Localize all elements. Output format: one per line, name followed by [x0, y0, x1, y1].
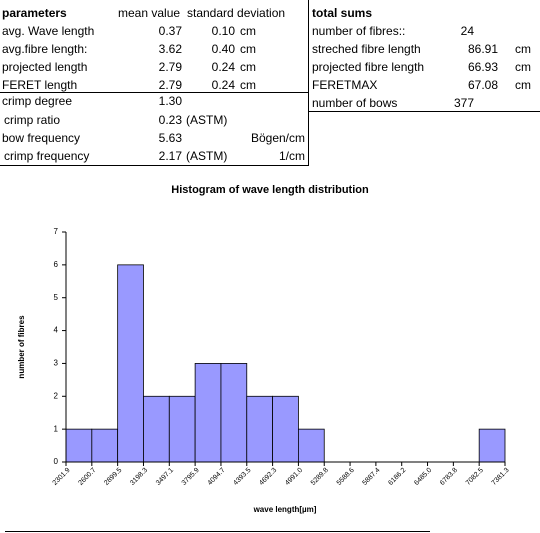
table-cell: 2.79	[158, 60, 182, 74]
chart: Histogram of wave length distribution num…	[17, 184, 511, 514]
table-cell: total sums	[312, 6, 373, 20]
table-cell: parameters	[2, 6, 67, 20]
table-cell: 2.17	[158, 149, 182, 163]
divider	[0, 165, 308, 166]
bar	[65, 428, 93, 463]
divider	[308, 111, 540, 112]
x-tick-label: 4393.5	[232, 467, 252, 487]
table-cell: 0.23	[158, 113, 182, 127]
x-tick-label: 3198.3	[129, 467, 149, 487]
divider	[5, 531, 430, 532]
table-cell: cm	[240, 60, 256, 74]
bar	[143, 395, 170, 463]
y-tick-label: 7	[54, 227, 59, 236]
table-cell: 5.63	[158, 131, 182, 145]
divider	[308, 0, 309, 166]
table-cell: projected length	[2, 60, 88, 74]
bar	[117, 264, 144, 463]
table-cell: crimp frequency	[4, 149, 90, 163]
y-tick-label: 1	[54, 424, 59, 433]
table-cell: mean value	[118, 6, 181, 20]
x-tick-label: 4991.0	[284, 467, 304, 487]
table-cell: 3.62	[158, 42, 182, 56]
bar	[298, 428, 325, 463]
table-cell: projected fibre length	[312, 60, 425, 74]
bar	[194, 363, 222, 463]
x-tick-label: 3795.9	[181, 467, 201, 487]
bar	[91, 428, 119, 463]
bar	[220, 363, 248, 463]
table-cell: 24	[460, 24, 474, 38]
bar	[478, 428, 506, 463]
table-cell: cm	[515, 42, 531, 56]
table-cell: 66.93	[467, 60, 498, 74]
x-tick-label: 6485.0	[413, 467, 433, 487]
y-tick-label: 2	[54, 391, 59, 400]
chart-title: Histogram of wave length distribution	[171, 184, 369, 196]
bar	[246, 395, 273, 463]
x-tick-label: 4094.7	[207, 467, 227, 487]
table-cell: 0.37	[158, 24, 182, 38]
y-tick-label: 0	[54, 457, 59, 466]
bar	[272, 395, 299, 463]
table-cell: (ASTM)	[186, 149, 228, 163]
table-cell: FERETMAX	[312, 78, 378, 92]
table-cell: cm	[515, 78, 531, 92]
x-tick-label: 5887.4	[362, 467, 382, 487]
table-cell: crimp degree	[2, 94, 73, 108]
table-cell: avg. Wave length	[2, 24, 95, 38]
y-tick-label: 3	[54, 359, 59, 368]
table-cell: 1.30	[158, 94, 182, 108]
table-cell: 2.79	[158, 78, 182, 92]
table-cell: avg.fibre length:	[2, 42, 88, 56]
table-cell: FERET length	[2, 78, 78, 92]
x-tick-label: 3497.1	[155, 467, 175, 487]
table-cell: 86.91	[467, 42, 498, 56]
table-cell: 1/cm	[278, 149, 305, 163]
table-cell: streched fibre length	[312, 42, 421, 56]
table-cell: 0.10	[211, 24, 235, 38]
x-tick-label: 7381.3	[491, 467, 511, 487]
divider	[0, 92, 308, 93]
table-cell: cm	[240, 42, 256, 56]
y-tick-label: 5	[54, 293, 59, 302]
x-axis-label: wave length[µm]	[253, 505, 317, 514]
x-tick-label: 2899.5	[103, 467, 123, 487]
table-cell: number of bows	[312, 96, 398, 110]
y-tick-label: 6	[54, 260, 59, 269]
x-tick-label: 4692.3	[258, 467, 278, 487]
table-cell: 0.40	[211, 42, 235, 56]
table-cell: cm	[515, 60, 531, 74]
table-cell: standard deviation	[187, 6, 286, 20]
bar	[168, 395, 196, 463]
y-axis-label: number of fibres	[17, 315, 26, 379]
table-cell: bow frequency	[2, 131, 81, 145]
x-tick-label: 2301.9	[52, 467, 72, 487]
table-cell: Bögen/cm	[250, 131, 305, 145]
table-cell: 0.24	[211, 78, 235, 92]
x-tick-label: 5588.6	[336, 467, 356, 487]
table-cell: cm	[240, 24, 256, 38]
table-cell: 0.24	[211, 60, 235, 74]
y-tick-label: 4	[54, 326, 59, 335]
x-tick-label: 5289.8	[310, 467, 330, 487]
x-tick-label: 2600.7	[77, 467, 97, 487]
x-tick-label: 6186.2	[387, 467, 407, 487]
x-tick-label: 6783.8	[439, 467, 459, 487]
table-cell: cm	[240, 78, 256, 92]
table-cell: 377	[453, 96, 474, 110]
table-cell: 67.08	[467, 78, 498, 92]
table-cell: (ASTM)	[186, 113, 228, 127]
table-cell: crimp ratio	[4, 113, 61, 127]
table-cell: number of fibres::	[312, 24, 406, 38]
x-tick-label: 7082.5	[465, 467, 485, 487]
